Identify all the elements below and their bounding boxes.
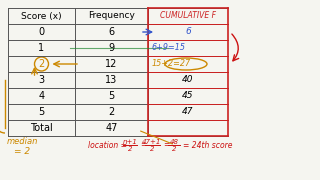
Text: = 24th score: = 24th score — [183, 141, 233, 150]
Text: 5: 5 — [38, 107, 44, 117]
Text: Frequency: Frequency — [88, 12, 135, 21]
Text: 2: 2 — [108, 107, 115, 117]
Text: 47: 47 — [182, 107, 194, 116]
Text: median: median — [6, 138, 38, 147]
Text: 15+2=27: 15+2=27 — [152, 60, 191, 69]
Text: 2: 2 — [38, 59, 44, 69]
Text: 47+1: 47+1 — [142, 139, 162, 145]
Text: =: = — [163, 141, 169, 150]
Text: 9: 9 — [108, 43, 115, 53]
Text: CUMULATIVE F: CUMULATIVE F — [160, 12, 216, 21]
Text: 12: 12 — [105, 59, 118, 69]
Text: 1: 1 — [38, 43, 44, 53]
Text: 40: 40 — [182, 75, 194, 84]
Text: 0: 0 — [38, 27, 44, 37]
Text: 13: 13 — [105, 75, 118, 85]
Text: 4: 4 — [38, 91, 44, 101]
Text: 48: 48 — [170, 139, 179, 145]
Text: n+1: n+1 — [123, 139, 137, 145]
Text: Score (x): Score (x) — [21, 12, 62, 21]
Text: location =: location = — [88, 141, 127, 150]
Text: 2: 2 — [172, 146, 176, 152]
Text: =: = — [140, 141, 146, 150]
Text: 45: 45 — [182, 91, 194, 100]
Text: 6+9=15: 6+9=15 — [152, 44, 186, 53]
Text: 6: 6 — [108, 27, 115, 37]
Text: = 2: = 2 — [14, 147, 30, 156]
Text: 2: 2 — [128, 146, 132, 152]
Text: Total: Total — [30, 123, 53, 133]
Text: 47: 47 — [105, 123, 118, 133]
Text: 6: 6 — [185, 28, 191, 37]
Text: 3: 3 — [38, 75, 44, 85]
Text: 5: 5 — [108, 91, 115, 101]
Text: 2: 2 — [150, 146, 154, 152]
